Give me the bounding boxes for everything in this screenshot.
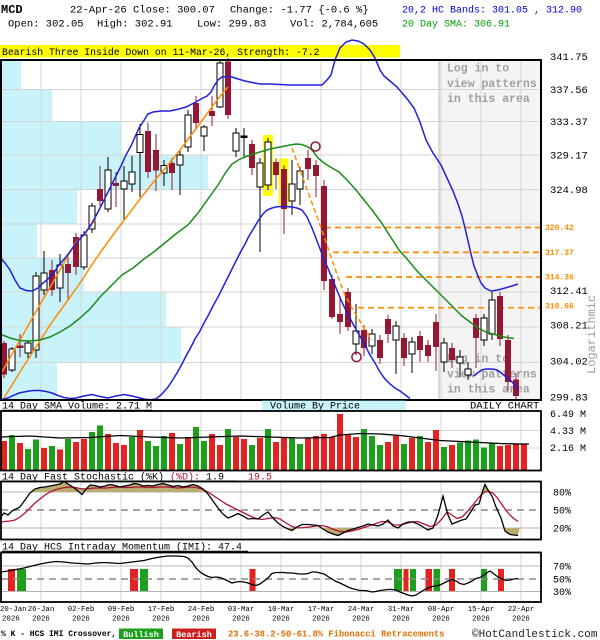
svg-text:308.21: 308.21 [550,321,588,333]
svg-text:DAILY CHART: DAILY CHART [470,401,539,413]
svg-text:24-Mar: 24-Mar [348,606,375,614]
svg-text:Change: -1.77 {-0.6 %}: Change: -1.77 {-0.6 %} [230,5,369,17]
svg-text:Bearish Three Inside Down on 1: Bearish Three Inside Down on 11-Mar-26, … [2,47,320,58]
svg-text:©HotCandlestick.com: ©HotCandlestick.com [472,629,598,640]
svg-text:03-Mar: 03-Mar [228,606,255,614]
svg-text:2026: 2026 [32,616,50,624]
svg-text:High: 302.91: High: 302.91 [97,19,173,31]
svg-text:23.6-38.2-50-61.8% Fibonacci R: 23.6-38.2-50-61.8% Fibonacci Retracement… [228,630,444,640]
svg-text:50%: 50% [553,507,571,518]
svg-text:304.02: 304.02 [550,357,588,369]
svg-text:1.9: 1.9 [206,473,224,484]
svg-text:70%: 70% [553,563,571,574]
svg-text:14 Day SMA Volume: 2.71 M: 14 Day SMA Volume: 2.71 M [2,401,152,413]
svg-text:Open: 302.05: Open: 302.05 [8,19,84,31]
svg-text:% K - HCS IMI Crossover,: % K - HCS IMI Crossover, [1,630,116,639]
svg-text:6.49 M: 6.49 M [550,410,586,421]
svg-text:2.16 M: 2.16 M [550,444,586,455]
svg-text:50%: 50% [553,576,571,587]
svg-text:2026: 2026 [2,616,20,624]
svg-text:Volume By Price: Volume By Price [270,401,360,413]
svg-text:2026: 2026 [152,616,170,624]
svg-text:320.42: 320.42 [545,224,574,233]
svg-text:15-Apr: 15-Apr [468,606,495,614]
svg-text:324.98: 324.98 [550,185,588,197]
svg-text:20 Day SMA: 306.91: 20 Day SMA: 306.91 [402,20,510,31]
svg-text:02-Feb: 02-Feb [68,606,95,614]
svg-text:20-Jan: 20-Jan [0,606,27,614]
svg-text:2026: 2026 [432,616,450,624]
svg-text:2026: 2026 [392,616,410,624]
svg-text:Log in to: Log in to [447,63,509,76]
svg-text:24-Feb: 24-Feb [188,606,215,614]
svg-text:4.33 M: 4.33 M [550,427,586,438]
svg-text:341.75: 341.75 [550,52,588,64]
svg-text:Bearish: Bearish [176,630,212,640]
svg-text:10-Mar: 10-Mar [268,606,295,614]
svg-text:Logarithmic: Logarithmic [585,295,599,374]
svg-text:80%: 80% [553,489,571,500]
svg-text:19.5: 19.5 [248,473,272,484]
svg-text:in this area: in this area [447,384,530,397]
svg-text:Log in to: Log in to [447,353,509,366]
svg-text:2026: 2026 [192,616,210,624]
svg-text:2026: 2026 [272,616,290,624]
svg-text:Vol: 2,784,605: Vol: 2,784,605 [290,19,378,31]
svg-text:20,2 HC Bands: 301.05 , 312.90: 20,2 HC Bands: 301.05 , 312.90 [402,5,582,17]
svg-text:08-Apr: 08-Apr [428,606,455,614]
svg-text:30%: 30% [553,588,571,599]
svg-text:Bullish: Bullish [123,630,159,640]
svg-text:337.56: 337.56 [550,85,588,97]
svg-text:299.83: 299.83 [550,393,588,405]
svg-text:17-Mar: 17-Mar [308,606,335,614]
svg-text:Low: 299.83: Low: 299.83 [197,19,266,31]
svg-text:2026: 2026 [232,616,250,624]
svg-text:22-Apr: 22-Apr [508,606,535,614]
svg-text:317.37: 317.37 [545,249,574,258]
svg-text:312.41: 312.41 [550,286,588,298]
svg-text:310.66: 310.66 [545,303,574,312]
svg-text:20%: 20% [553,525,571,536]
svg-text:2026: 2026 [72,616,90,624]
svg-text:333.37: 333.37 [550,117,588,129]
svg-text:14 Day HCS Intraday Momentum (: 14 Day HCS Intraday Momentum (IMI): 47.4 [2,542,242,554]
svg-text:view patterns: view patterns [447,78,537,91]
svg-text:329.17: 329.17 [550,151,588,163]
svg-text:314.36: 314.36 [545,274,574,283]
svg-text:in this area: in this area [447,93,530,106]
svg-text:2026: 2026 [312,616,330,624]
svg-text:26-Jan: 26-Jan [28,606,55,614]
svg-text:MCD: MCD [1,3,23,17]
svg-text:09-Feb: 09-Feb [108,606,135,614]
svg-text:Close: 300.07: Close: 300.07 [133,5,215,17]
svg-text:17-Feb: 17-Feb [148,606,175,614]
svg-text:2026: 2026 [472,616,490,624]
svg-text:22-Apr-26: 22-Apr-26 [70,5,127,17]
svg-text:31-Mar: 31-Mar [388,606,415,614]
svg-text:2026: 2026 [352,616,370,624]
svg-text:2026: 2026 [512,616,530,624]
svg-text:2026: 2026 [112,616,130,624]
